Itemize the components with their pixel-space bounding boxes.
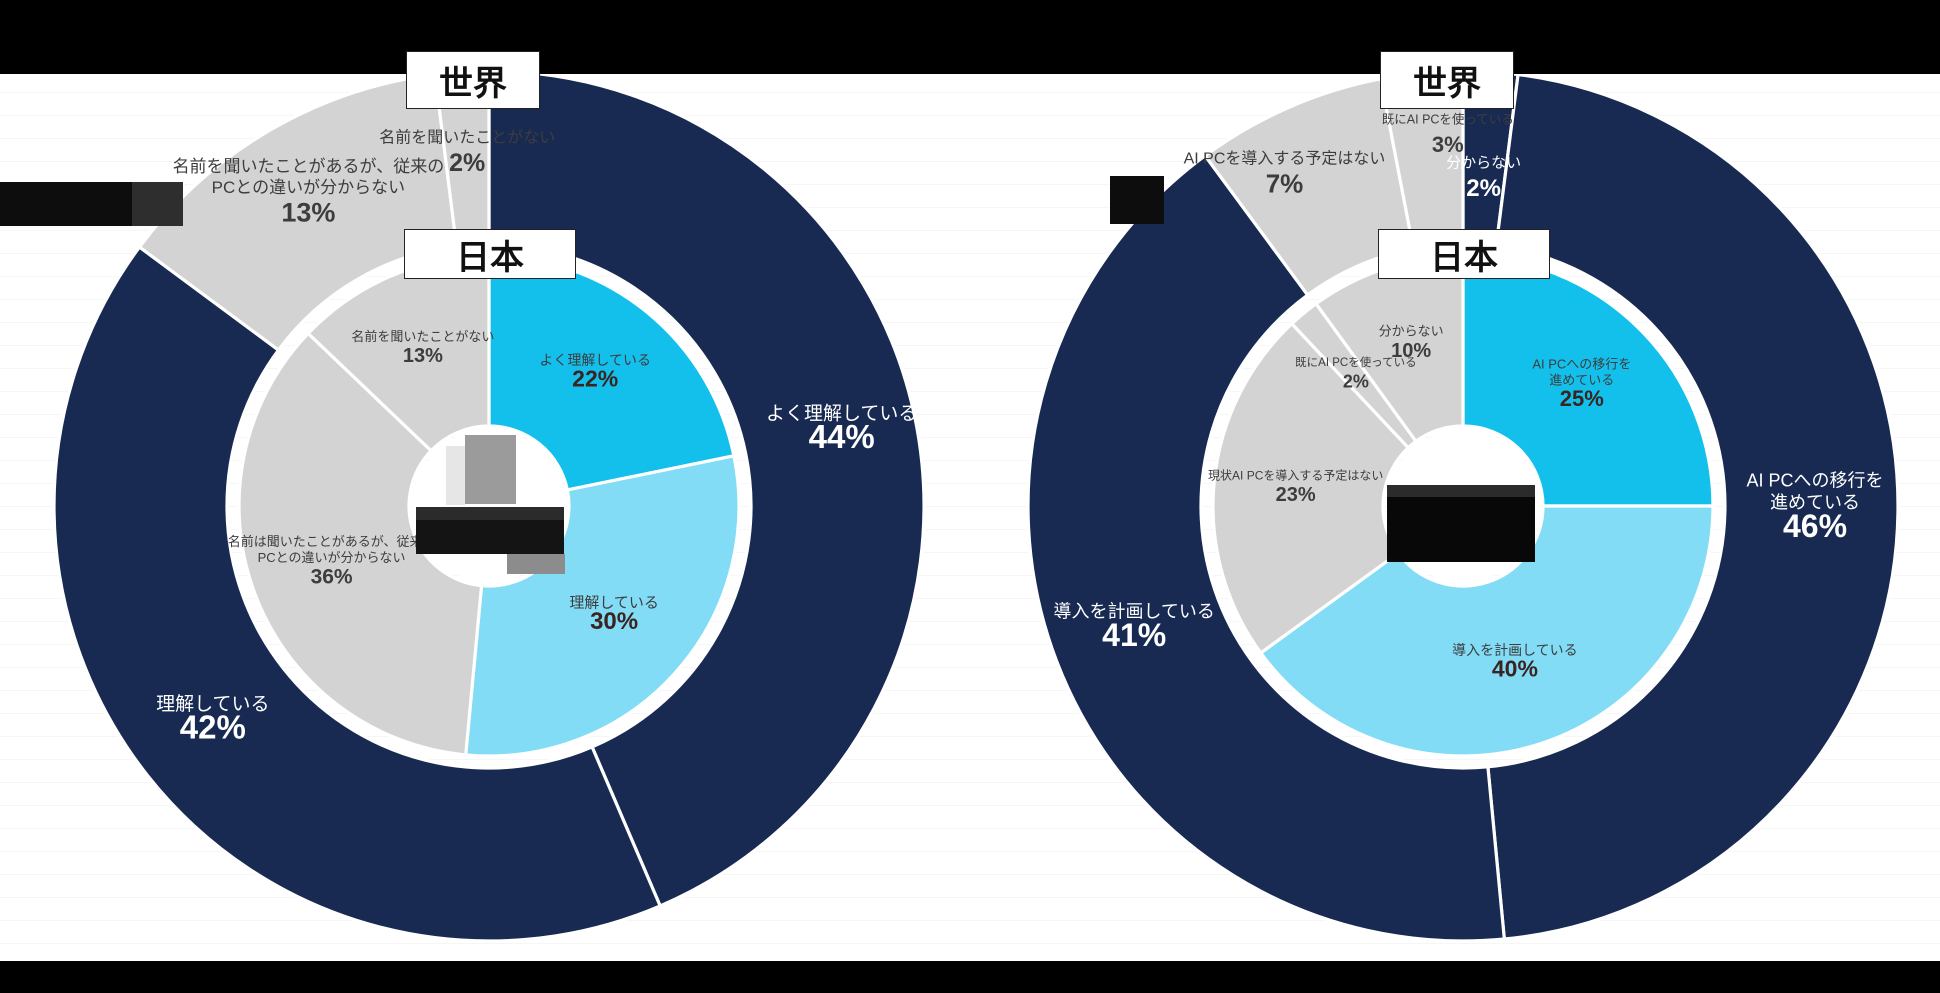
- svg-text:既にAI PCを使っている: 既にAI PCを使っている: [1382, 111, 1514, 126]
- svg-text:40%: 40%: [1492, 656, 1538, 682]
- svg-text:現状AI PCを導入する予定はない: 現状AI PCを導入する予定はない: [1208, 468, 1383, 483]
- svg-text:22%: 22%: [572, 366, 618, 392]
- svg-text:23%: 23%: [1276, 484, 1316, 506]
- svg-text:PCとの違いが分からない: PCとの違いが分からない: [258, 550, 406, 565]
- svg-text:PCとの違いが分からない: PCとの違いが分からない: [212, 178, 405, 197]
- svg-text:AI PCを導入する予定はない: AI PCを導入する予定はない: [1184, 149, 1386, 168]
- svg-text:25%: 25%: [1560, 386, 1604, 411]
- svg-text:42%: 42%: [180, 709, 246, 746]
- svg-text:2%: 2%: [449, 149, 485, 177]
- svg-text:13%: 13%: [403, 345, 443, 367]
- svg-text:10%: 10%: [1391, 340, 1431, 362]
- svg-text:名前を聞いたことがない: 名前を聞いたことがない: [351, 329, 494, 344]
- svg-text:名前は聞いたことがあるが、従来の: 名前は聞いたことがあるが、従来の: [228, 534, 436, 549]
- svg-text:7%: 7%: [1266, 168, 1304, 198]
- svg-text:13%: 13%: [281, 198, 335, 228]
- svg-text:30%: 30%: [590, 608, 638, 635]
- svg-text:名前を聞いたことがない: 名前を聞いたことがない: [379, 128, 555, 146]
- svg-text:2%: 2%: [1343, 371, 1369, 391]
- svg-text:3%: 3%: [1432, 132, 1464, 157]
- svg-text:2%: 2%: [1466, 175, 1501, 202]
- svg-text:41%: 41%: [1102, 617, 1166, 653]
- svg-text:AI PCへの移行を: AI PCへの移行を: [1746, 470, 1883, 490]
- svg-text:AI PCへの移行を: AI PCへの移行を: [1532, 357, 1631, 372]
- svg-text:36%: 36%: [311, 566, 353, 589]
- svg-text:名前を聞いたことがあるが、従来の: 名前を聞いたことがあるが、従来の: [173, 157, 445, 176]
- svg-text:44%: 44%: [809, 418, 875, 455]
- svg-text:46%: 46%: [1783, 508, 1847, 544]
- svg-text:分からない: 分からない: [1379, 324, 1444, 339]
